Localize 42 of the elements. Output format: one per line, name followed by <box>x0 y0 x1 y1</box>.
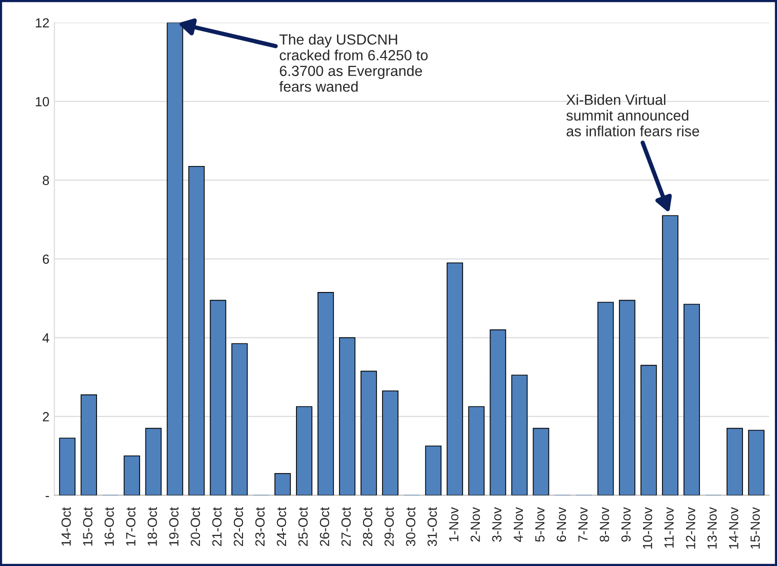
annotation: Xi-Biden Virtual summit announced as inflation fears rise <box>566 94 700 136</box>
x-tick-label: 2-Nov <box>470 507 480 542</box>
x-tick-label: 25-Oct <box>298 507 308 546</box>
y-tick-label: 4 <box>42 333 50 342</box>
x-tick-label: 23-Oct <box>255 507 265 546</box>
x-tick-label: 14-Oct <box>62 507 71 546</box>
x-tick-label: 29-Oct <box>384 507 394 546</box>
x-tick-label: 8-Nov <box>600 507 610 542</box>
y-tick-label: 8 <box>42 176 49 186</box>
x-tick-label: 1-Nov <box>449 507 458 542</box>
x-tick-label: 11-Nov <box>664 507 674 548</box>
x-tick-label: 30-Oct <box>406 507 416 546</box>
x-tick-label: 15-Oct <box>83 507 92 546</box>
y-tick-label: - <box>46 496 49 498</box>
x-tick-label: 4-Nov <box>514 507 524 542</box>
x-tick-label: 7-Nov <box>578 507 588 542</box>
y-tick-label: 2 <box>42 412 49 422</box>
x-tick-label: 15-Nov <box>750 507 760 549</box>
y-tick-label: 10 <box>36 96 50 106</box>
x-tick-label: 21-Oct <box>212 507 222 546</box>
x-tick-label: 3-Nov <box>492 507 502 542</box>
x-tick-label: 22-Oct <box>234 507 244 546</box>
x-tick-label: 17-Oct <box>126 507 136 546</box>
x-tick-label: 24-Oct <box>276 507 286 546</box>
x-tick-label: 12-Nov <box>686 507 696 549</box>
x-tick-label: 9-Nov <box>621 507 631 542</box>
x-tick-label: 20-Oct <box>190 507 200 546</box>
x-tick-label: 13-Nov <box>707 507 717 549</box>
x-tick-label: 10-Nov <box>642 507 652 549</box>
annotation: The day USDCNH cracked from 6.4250 to 6.3700 as Evergrande fears waned <box>279 34 428 92</box>
x-tick-label: 14-Nov <box>729 507 738 549</box>
x-tick-label: 5-Nov <box>535 507 545 542</box>
x-tick-label: 19-Oct <box>169 507 179 546</box>
x-tick-label: 31-Oct <box>428 507 437 546</box>
x-tick-label: 26-Oct <box>320 507 330 546</box>
x-tick-label: 18-Oct <box>148 507 157 546</box>
y-tick-label: 12 <box>36 18 49 28</box>
x-tick-label: 27-Oct <box>341 507 351 546</box>
x-tick-label: 16-Oct <box>104 507 114 546</box>
y-tick-label: 6 <box>42 254 49 264</box>
x-tick-label: 28-Oct <box>362 507 372 546</box>
x-tick-label: 6-Nov <box>556 507 566 542</box>
